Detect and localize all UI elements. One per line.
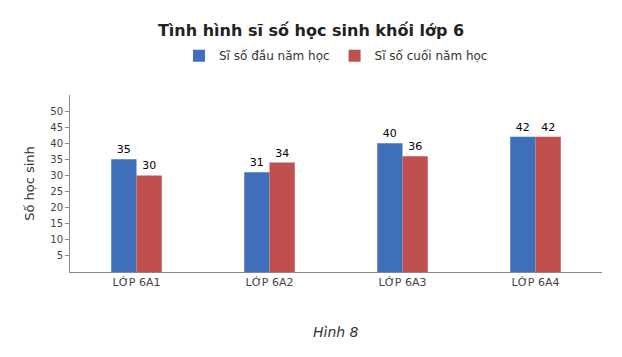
svg-text:LỚP 6A4: LỚP 6A4 [512, 276, 560, 289]
svg-text:25: 25 [50, 186, 63, 197]
svg-text:31: 31 [250, 156, 264, 169]
svg-text:30: 30 [50, 170, 63, 181]
svg-text:30: 30 [142, 159, 156, 172]
svg-text:Hình 8: Hình 8 [313, 324, 359, 340]
svg-text:LỚP 6A2: LỚP 6A2 [246, 276, 294, 289]
svg-text:LỚP 6A1: LỚP 6A1 [113, 276, 161, 289]
svg-text:40: 40 [383, 127, 397, 140]
svg-text:36: 36 [408, 140, 422, 153]
svg-text:35: 35 [117, 143, 131, 156]
svg-text:42: 42 [541, 121, 555, 134]
svg-text:20: 20 [50, 202, 63, 213]
svg-text:Số học sinh: Số học sinh [22, 146, 37, 221]
svg-text:Sĩ số đầu năm học: Sĩ số đầu năm học [219, 49, 330, 63]
svg-text:5: 5 [57, 250, 63, 261]
svg-text:50: 50 [50, 106, 63, 117]
svg-text:Tình hình sĩ số học sinh khối: Tình hình sĩ số học sinh khối lớp 6 [158, 21, 464, 40]
svg-text:40: 40 [50, 138, 63, 149]
svg-text:34: 34 [275, 147, 289, 160]
svg-text:15: 15 [50, 218, 63, 229]
svg-text:LỚP 6A3: LỚP 6A3 [379, 276, 427, 289]
svg-text:42: 42 [516, 121, 530, 134]
svg-text:35: 35 [50, 154, 63, 165]
svg-text:45: 45 [50, 122, 63, 133]
svg-text:Sĩ số cuối năm học: Sĩ số cuối năm học [375, 49, 488, 63]
svg-text:10: 10 [50, 234, 63, 245]
